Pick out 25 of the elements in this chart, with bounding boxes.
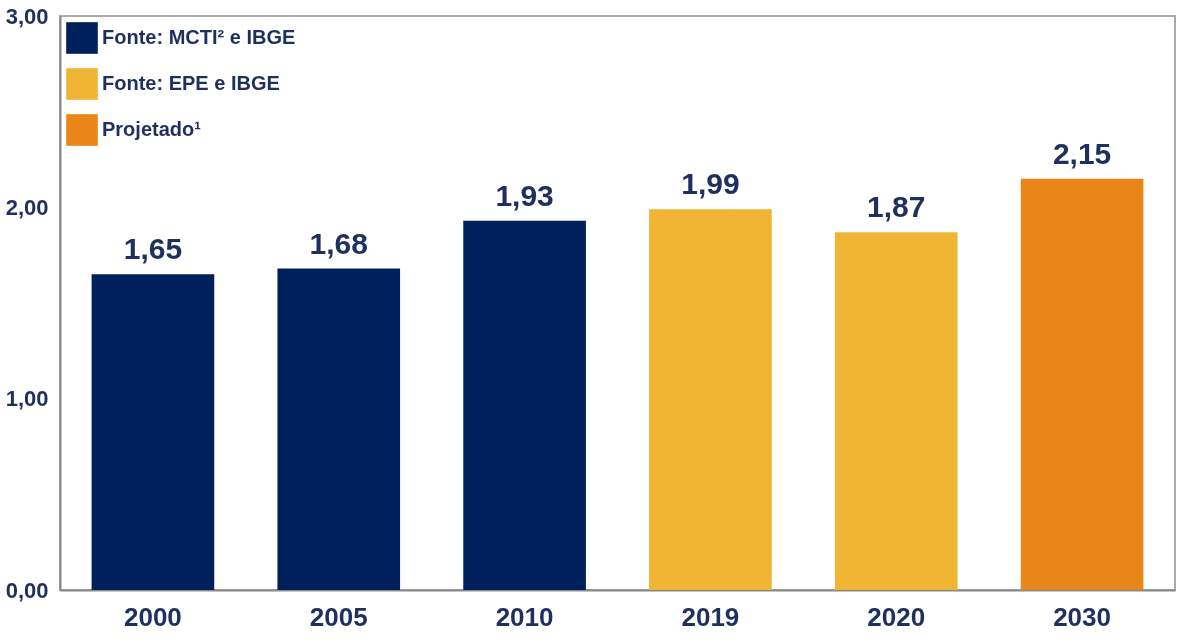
y-tick-label: 0,00: [5, 577, 49, 603]
legend-label: Projetado¹: [102, 118, 202, 140]
x-tick-label: 2020: [867, 601, 926, 632]
bar: [649, 209, 772, 590]
x-tick-label: 2000: [123, 601, 182, 632]
data-label: 1,99: [681, 167, 740, 201]
data-label: 1,93: [495, 178, 554, 212]
data-label: 1,65: [123, 232, 183, 266]
y-tick-label: 3,00: [5, 3, 49, 29]
legend-label: Fonte: EPE e IBGE: [102, 72, 280, 94]
legend-label: Fonte: MCTI² e IBGE: [102, 26, 296, 48]
bar: [834, 232, 958, 590]
bar: [1020, 178, 1144, 590]
bar: [277, 268, 401, 590]
x-tick-label: 2010: [495, 601, 554, 632]
x-tick-label: 2019: [681, 601, 740, 632]
bar: [91, 274, 215, 590]
y-tick-label: 1,00: [5, 386, 49, 412]
data-label: 2,15: [1052, 136, 1112, 170]
data-label: 1,87: [867, 190, 926, 224]
y-tick-label: 2,00: [5, 194, 49, 220]
data-label: 1,68: [309, 226, 368, 260]
x-tick-label: 2030: [1053, 601, 1112, 632]
x-tick-label: 2005: [309, 601, 368, 632]
bar: [463, 220, 586, 590]
